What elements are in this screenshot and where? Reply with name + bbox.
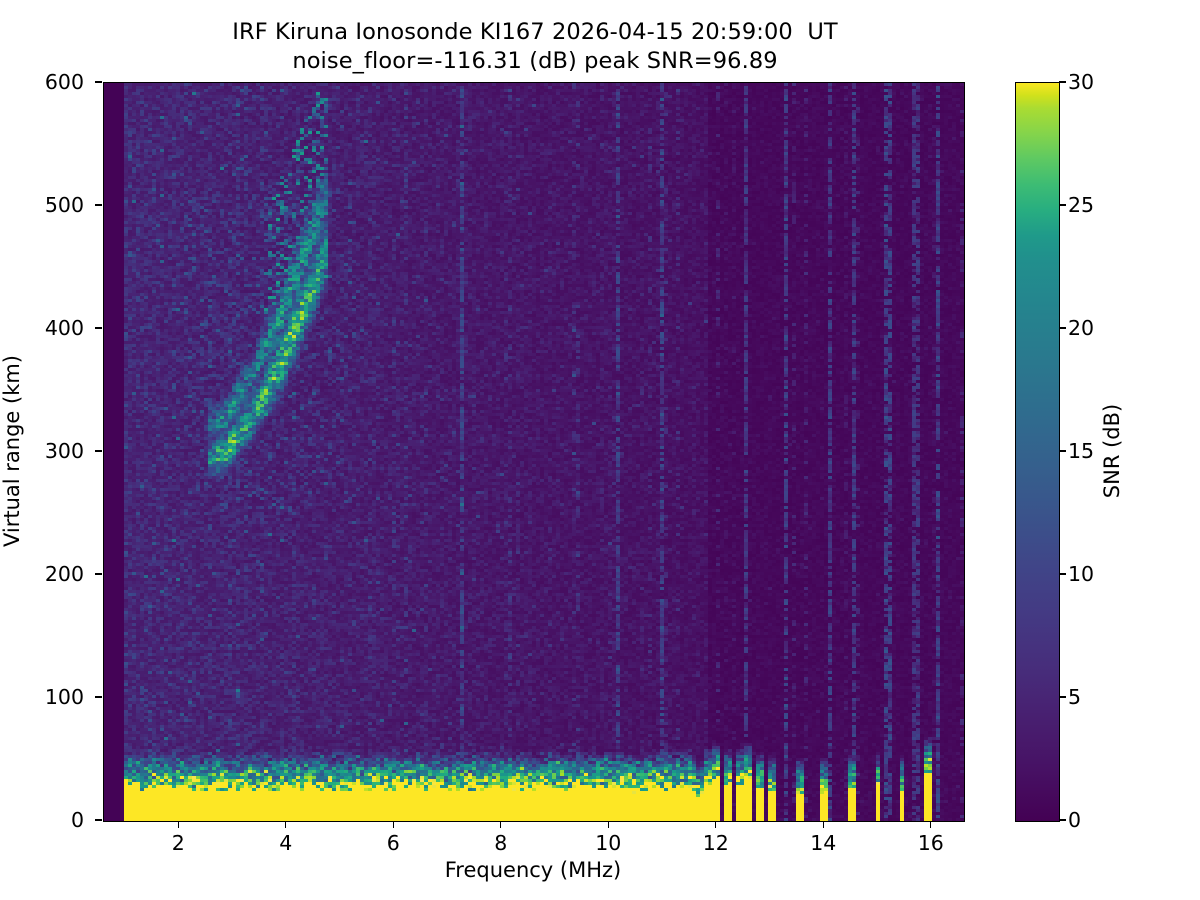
colorbar-tick-label: 0	[1068, 808, 1082, 832]
colorbar-tick-mark	[1059, 81, 1066, 83]
y-axis-ticks	[95, 81, 104, 821]
colorbar-tick-label: 20	[1068, 316, 1095, 340]
ionogram-heatmap	[104, 83, 964, 821]
y-tick-mark	[95, 819, 102, 821]
snr-colorbar	[1015, 82, 1060, 822]
x-tick-mark	[822, 821, 824, 828]
y-tick-label: 200	[44, 562, 84, 586]
y-tick-label: 600	[44, 70, 84, 94]
y-tick-label: 500	[44, 193, 84, 217]
x-tick-label: 10	[595, 831, 622, 855]
colorbar-tick-label: 30	[1068, 70, 1095, 94]
colorbar-label: SNR (dB)	[1100, 403, 1124, 499]
x-tick-label: 16	[917, 831, 944, 855]
y-tick-label: 400	[44, 316, 84, 340]
y-tick-mark	[95, 696, 102, 698]
colorbar-ticks	[1059, 81, 1066, 821]
ionogram-plot-area[interactable]	[103, 82, 965, 822]
figure-title: IRF Kiruna Ionosonde KI167 2026-04-15 20…	[0, 18, 1070, 76]
x-tick-label: 8	[494, 831, 508, 855]
colorbar-tick-labels: 0 5 10 15 20 25 30	[1068, 70, 1128, 832]
x-axis-label: Frequency (MHz)	[444, 858, 622, 882]
colorbar-tick-mark	[1059, 573, 1066, 575]
x-tick-label: 14	[810, 831, 837, 855]
x-axis-tick-labels: 2 4 6 8 10 12 14 16	[103, 831, 963, 859]
x-tick-mark	[285, 821, 287, 828]
x-tick-mark	[715, 821, 717, 828]
x-tick-mark	[392, 821, 394, 828]
x-tick-label: 2	[171, 831, 185, 855]
y-axis-label: Virtual range (km)	[0, 354, 24, 548]
colorbar-tick-mark	[1059, 450, 1066, 452]
title-line-1: IRF Kiruna Ionosonde KI167 2026-04-15 20…	[232, 19, 838, 45]
y-tick-label: 300	[44, 439, 84, 463]
y-tick-mark	[95, 450, 102, 452]
colorbar-tick-label: 15	[1068, 439, 1095, 463]
colorbar-tick-label: 25	[1068, 193, 1095, 217]
x-tick-label: 12	[702, 831, 729, 855]
y-tick-mark	[95, 81, 102, 83]
y-tick-mark	[95, 573, 102, 575]
y-tick-label: 100	[44, 685, 84, 709]
x-tick-mark	[177, 821, 179, 828]
x-tick-label: 6	[386, 831, 400, 855]
colorbar-tick-label: 5	[1068, 685, 1082, 709]
title-line-2: noise_floor=-116.31 (dB) peak SNR=96.89	[292, 48, 778, 74]
colorbar-tick-mark	[1059, 327, 1066, 329]
x-tick-mark	[500, 821, 502, 828]
colorbar-tick-mark	[1059, 819, 1066, 821]
x-tick-label: 4	[279, 831, 293, 855]
x-tick-mark	[607, 821, 609, 828]
colorbar-tick-mark	[1059, 696, 1066, 698]
colorbar-tick-label: 10	[1068, 562, 1095, 586]
y-axis-tick-labels: 0 100 200 300 400 500 600	[0, 70, 88, 832]
x-tick-mark	[930, 821, 932, 828]
y-tick-mark	[95, 204, 102, 206]
colorbar-tick-mark	[1059, 204, 1066, 206]
y-tick-mark	[95, 327, 102, 329]
y-tick-label: 0	[70, 808, 84, 832]
x-axis-ticks	[103, 820, 963, 828]
